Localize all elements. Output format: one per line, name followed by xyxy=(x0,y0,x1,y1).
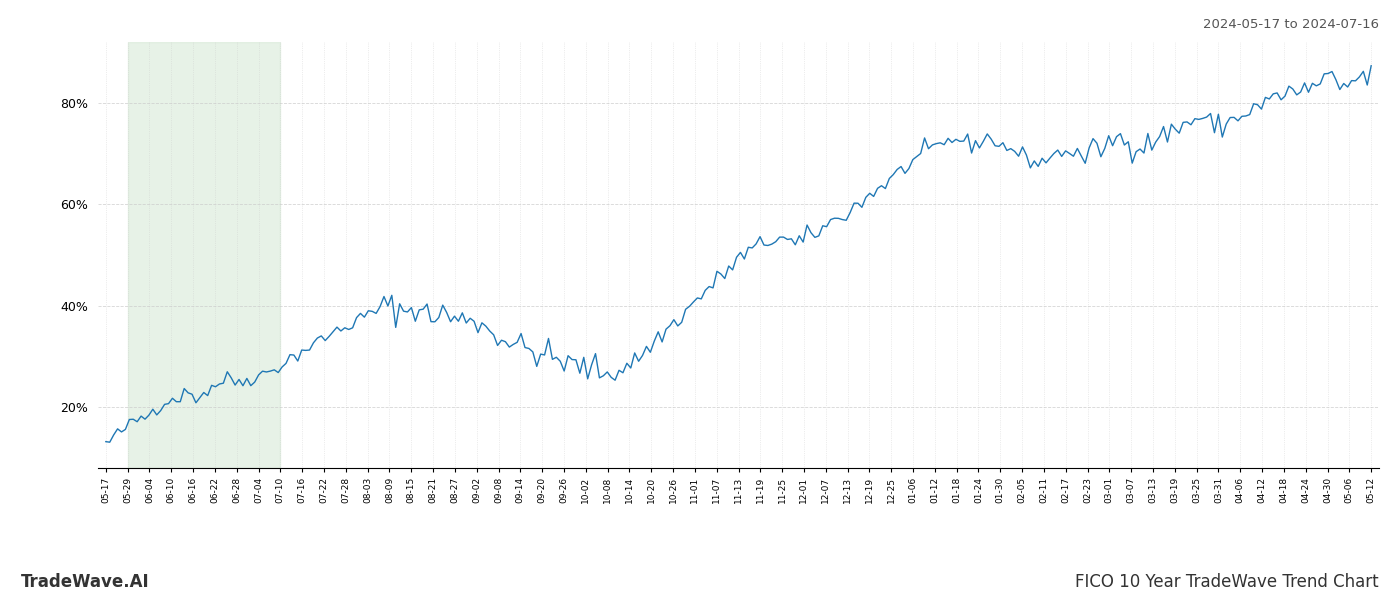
Bar xyxy=(127,42,280,468)
Text: FICO 10 Year TradeWave Trend Chart: FICO 10 Year TradeWave Trend Chart xyxy=(1075,573,1379,591)
Text: 2024-05-17 to 2024-07-16: 2024-05-17 to 2024-07-16 xyxy=(1203,18,1379,31)
Text: TradeWave.AI: TradeWave.AI xyxy=(21,573,150,591)
